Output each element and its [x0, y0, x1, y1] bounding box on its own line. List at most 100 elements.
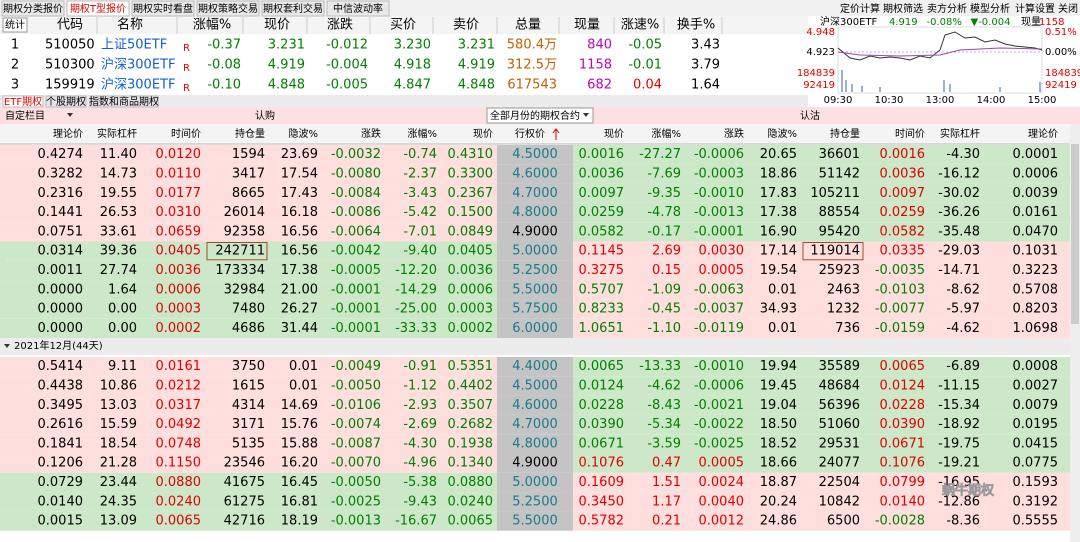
put-cell[interactable]: 35589: [819, 359, 860, 374]
put-cell[interactable]: 0.0582: [880, 224, 926, 239]
put-cell[interactable]: 0.3223: [1013, 263, 1059, 278]
put-cell[interactable]: 1.0651: [579, 321, 625, 336]
call-cell[interactable]: -2.93: [403, 398, 437, 413]
put-cell[interactable]: 0.0124: [579, 378, 625, 393]
call-cell[interactable]: 0.4402: [448, 378, 494, 393]
put-cell[interactable]: 0.0001: [1013, 147, 1059, 162]
put-cell[interactable]: 0.8233: [579, 302, 625, 317]
call-cell[interactable]: -5.38: [403, 475, 437, 490]
call-cell[interactable]: 21.28: [100, 456, 137, 471]
put-cell[interactable]: 0.5707: [579, 282, 625, 297]
put-cell[interactable]: 0.0228: [579, 398, 625, 413]
call-cell[interactable]: 242711: [215, 244, 265, 259]
call-cell[interactable]: 0.4438: [38, 378, 84, 393]
put-cell[interactable]: 0.0040: [699, 494, 745, 509]
put-cell[interactable]: 0.1593: [1013, 475, 1059, 490]
toolbar-item[interactable]: 计算设置: [1015, 2, 1055, 15]
put-cell[interactable]: 51142: [819, 166, 860, 181]
call-cell[interactable]: 0.0240: [156, 494, 202, 509]
call-cell[interactable]: 0.0011: [38, 263, 84, 278]
put-cell[interactable]: 36601: [819, 147, 860, 162]
put-cell[interactable]: -0.0010: [694, 186, 744, 201]
call-cell[interactable]: 18.54: [100, 436, 137, 451]
put-cell[interactable]: 0.0799: [880, 475, 926, 490]
put-cell[interactable]: -0.0006: [694, 378, 744, 393]
call-cell[interactable]: 16.56: [281, 224, 318, 239]
strike[interactable]: 4.7000: [512, 186, 558, 201]
put-cell[interactable]: -15.34: [938, 398, 980, 413]
call-cell[interactable]: 0.3282: [38, 166, 84, 181]
call-cell[interactable]: 16.56: [281, 244, 318, 259]
call-cell[interactable]: 10.86: [100, 378, 137, 393]
call-cell[interactable]: 3750: [232, 359, 265, 374]
put-cell[interactable]: 0.0335: [880, 244, 926, 259]
call-cell[interactable]: 0.0748: [156, 436, 202, 451]
call-cell[interactable]: 0.0065: [156, 514, 202, 529]
call-cell[interactable]: 92358: [224, 224, 265, 239]
put-cell[interactable]: 18.50: [760, 417, 797, 432]
strike[interactable]: 5.0000: [512, 475, 558, 490]
call-cell[interactable]: 0.0849: [448, 224, 494, 239]
put-cell[interactable]: -4.78: [647, 205, 681, 220]
put-cell[interactable]: 0.3275: [579, 263, 625, 278]
call-cell[interactable]: 24.35: [100, 494, 137, 509]
put-cell[interactable]: -0.0022: [694, 417, 744, 432]
strike[interactable]: 6.0000: [512, 321, 558, 336]
call-cell[interactable]: 26.53: [100, 205, 137, 220]
call-cell[interactable]: 5135: [232, 436, 265, 451]
call-cell[interactable]: 1615: [232, 378, 265, 393]
put-cell[interactable]: 2.69: [652, 244, 681, 259]
call-cell[interactable]: 23.69: [281, 147, 318, 162]
put-cell[interactable]: -19.21: [938, 456, 980, 471]
call-cell[interactable]: 26.27: [281, 302, 318, 317]
call-cell[interactable]: 0.0405: [448, 244, 494, 259]
call-cell[interactable]: 9.11: [108, 359, 137, 374]
call-cell[interactable]: 0.1841: [38, 436, 84, 451]
put-cell[interactable]: -12.86: [938, 494, 980, 509]
call-cell[interactable]: 3171: [232, 417, 265, 432]
call-cell[interactable]: 0.0003: [448, 302, 494, 317]
put-cell[interactable]: -0.0035: [875, 263, 925, 278]
strike[interactable]: 4.4000: [512, 359, 558, 374]
put-cell[interactable]: 0.0582: [579, 224, 625, 239]
put-cell[interactable]: 0.0097: [579, 186, 625, 201]
put-cell[interactable]: 51060: [819, 417, 860, 432]
call-cell[interactable]: -14.29: [395, 282, 437, 297]
call-cell[interactable]: 0.0120: [156, 147, 202, 162]
call-cell[interactable]: 7480: [232, 302, 265, 317]
call-cell[interactable]: 0.0036: [448, 263, 494, 278]
put-cell[interactable]: 0.15: [652, 263, 681, 278]
put-cell[interactable]: 0.1609: [579, 475, 625, 490]
call-cell[interactable]: -0.0001: [331, 321, 381, 336]
put-cell[interactable]: -16.12: [938, 166, 980, 181]
put-cell[interactable]: -8.43: [647, 398, 681, 413]
put-cell[interactable]: -11.15: [938, 378, 980, 393]
put-cell[interactable]: -0.0063: [694, 282, 744, 297]
put-cell[interactable]: 0.1031: [1013, 244, 1059, 259]
call-cell[interactable]: -0.0070: [331, 456, 381, 471]
call-cell[interactable]: 13.03: [100, 398, 137, 413]
put-cell[interactable]: 0.5782: [579, 514, 625, 529]
call-cell[interactable]: 0.1340: [448, 456, 494, 471]
call-cell[interactable]: -0.0025: [331, 494, 381, 509]
put-cell[interactable]: 0.01: [768, 321, 797, 336]
strike[interactable]: 5.5000: [512, 282, 558, 297]
put-cell[interactable]: 19.94: [760, 359, 797, 374]
call-cell[interactable]: -0.0064: [331, 224, 381, 239]
strike[interactable]: 5.7500: [512, 302, 558, 317]
put-cell[interactable]: 0.0027: [1013, 378, 1059, 393]
put-cell[interactable]: 0.0775: [1013, 456, 1059, 471]
call-cell[interactable]: 0.0000: [38, 282, 84, 297]
custom-columns[interactable]: 自定栏目: [5, 109, 45, 122]
put-cell[interactable]: -14.71: [938, 263, 980, 278]
call-cell[interactable]: 17.38: [281, 263, 318, 278]
put-cell[interactable]: 0.3192: [1013, 494, 1059, 509]
put-cell[interactable]: -0.0003: [694, 166, 744, 181]
call-cell[interactable]: 0.5414: [38, 359, 84, 374]
put-cell[interactable]: -1.10: [647, 321, 681, 336]
put-cell[interactable]: 17.38: [760, 205, 797, 220]
call-cell[interactable]: -0.0032: [331, 147, 381, 162]
put-cell[interactable]: 0.0005: [699, 263, 745, 278]
put-cell[interactable]: 16.90: [760, 224, 797, 239]
call-cell[interactable]: -0.0042: [331, 244, 381, 259]
